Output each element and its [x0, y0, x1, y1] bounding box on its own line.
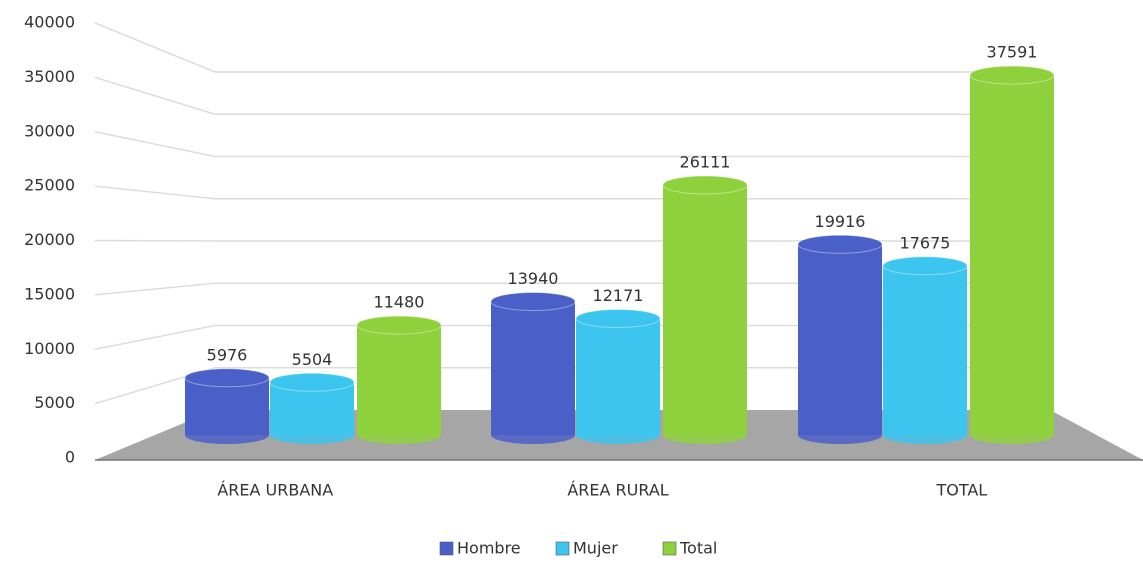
bar	[269, 372, 355, 444]
bar-top	[797, 234, 883, 254]
bar	[969, 65, 1055, 444]
y-tick-label: 30000	[24, 121, 75, 140]
value-label: 5504	[292, 350, 333, 369]
bar-body	[970, 75, 1054, 436]
grid-line	[94, 239, 1050, 242]
y-tick-label: 25000	[24, 176, 75, 195]
value-label: 37591	[987, 43, 1038, 62]
x-tick-label: TOTAL	[935, 481, 987, 500]
bar-bottom	[663, 426, 747, 444]
bar-top	[269, 372, 355, 392]
y-tick-label: 10000	[24, 339, 75, 358]
bar	[575, 308, 661, 444]
bar	[356, 315, 442, 444]
bar-bottom	[798, 426, 882, 444]
bar	[882, 256, 968, 444]
bar-bottom	[576, 426, 660, 444]
bar	[490, 292, 576, 444]
bar-top	[490, 292, 576, 312]
grid-line	[94, 131, 1050, 158]
value-label: 12171	[593, 286, 644, 305]
value-label: 5976	[207, 345, 248, 364]
bar-body	[491, 301, 575, 435]
value-label: 11480	[374, 293, 425, 312]
grid-line	[94, 282, 1050, 296]
bar-body	[357, 325, 441, 435]
bar	[184, 368, 270, 444]
legend-swatch	[439, 541, 454, 556]
bar	[662, 175, 748, 444]
bar-bottom	[185, 426, 269, 444]
y-tick-label: 35000	[24, 67, 75, 86]
y-tick-label: 40000	[24, 13, 75, 32]
bar-bottom	[970, 426, 1054, 444]
grid-line	[94, 324, 1050, 350]
grid-line	[94, 76, 1050, 115]
bar-bottom	[357, 426, 441, 444]
bar-top	[356, 315, 442, 335]
x-tick-label: ÁREA URBANA	[217, 481, 333, 500]
legend-swatch	[555, 541, 570, 556]
bar	[797, 234, 883, 444]
bar-bottom	[491, 426, 575, 444]
bar-body	[883, 265, 967, 435]
legend-label: Total	[679, 539, 717, 558]
legend-swatch	[662, 541, 677, 556]
bar-body	[185, 377, 269, 435]
bar-bottom	[270, 426, 354, 444]
grid-line	[94, 22, 1050, 73]
y-tick-label: 15000	[24, 284, 75, 303]
value-label: 26111	[680, 152, 731, 171]
bar-top	[969, 65, 1055, 85]
x-tick-label: ÁREA RURAL	[567, 481, 668, 500]
value-label: 19916	[815, 212, 866, 231]
legend-label: Mujer	[573, 539, 618, 558]
bar-top	[575, 308, 661, 328]
bar-body	[663, 184, 747, 435]
y-tick-label: 5000	[34, 393, 75, 412]
y-tick-label: 0	[65, 448, 75, 467]
bar-body	[798, 244, 882, 435]
bar-bottom	[883, 426, 967, 444]
bar-top	[662, 175, 748, 195]
y-tick-label: 20000	[24, 230, 75, 249]
grid-line	[94, 185, 1050, 200]
bar-top	[882, 256, 968, 276]
value-label: 17675	[900, 233, 951, 252]
bar-top	[184, 368, 270, 388]
bar-body	[576, 318, 660, 435]
legend-label: Hombre	[457, 539, 521, 558]
value-label: 13940	[508, 269, 559, 288]
grid-line	[94, 367, 1050, 405]
